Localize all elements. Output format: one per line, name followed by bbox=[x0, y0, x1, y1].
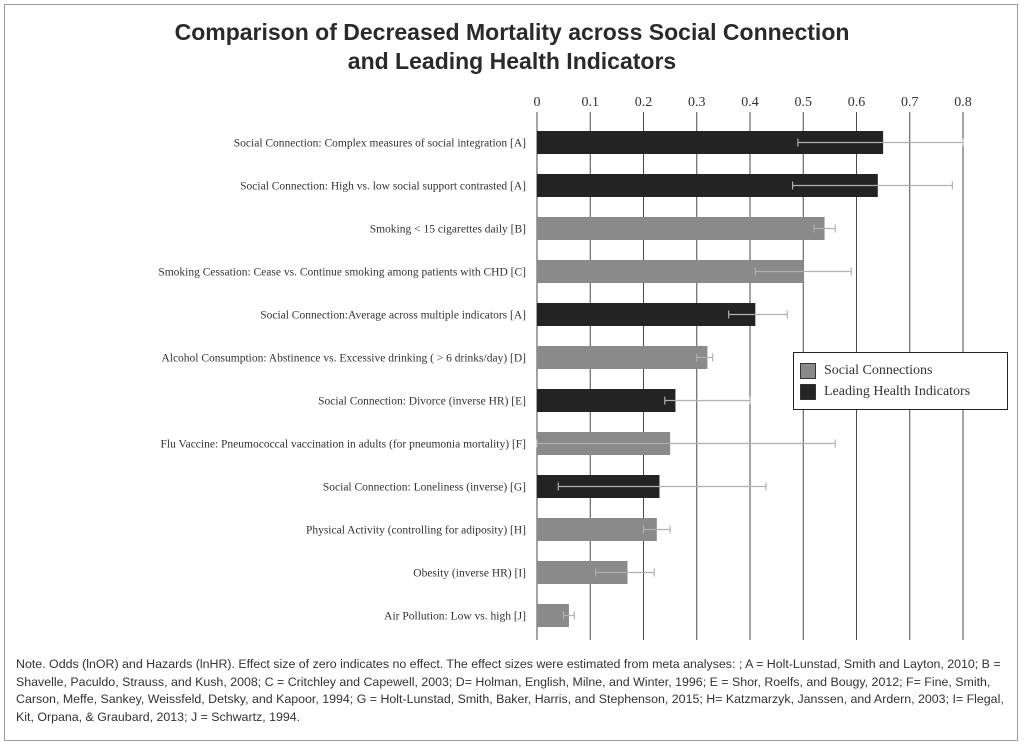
category-label-11: Air Pollution: Low vs. high [J] bbox=[384, 611, 526, 623]
category-label-8: Social Connection: Loneliness (inverse) … bbox=[323, 482, 526, 494]
legend-swatch-leading-health-indicators bbox=[800, 384, 816, 400]
legend-item-leading-health-indicators: Leading Health Indicators bbox=[800, 384, 970, 400]
x-tick-label-1: 0.1 bbox=[582, 95, 600, 110]
category-label-9: Physical Activity (controlling for adipo… bbox=[306, 525, 526, 537]
bar-2 bbox=[537, 217, 825, 240]
bar-1 bbox=[537, 174, 878, 197]
x-tick-label-5: 0.5 bbox=[795, 95, 813, 110]
bar-4 bbox=[537, 303, 756, 326]
category-label-2: Smoking < 15 cigarettes daily [B] bbox=[370, 224, 526, 236]
legend-label-leading-health-indicators: Leading Health Indicators bbox=[824, 384, 971, 399]
x-tick-label-3: 0.3 bbox=[688, 95, 706, 110]
x-tick-labels: 0 0.1 0.2 0.3 0.4 0.5 0.6 0.7 0.8 bbox=[534, 95, 972, 110]
chart-title-line-1: Comparison of Decreased Mortality across… bbox=[174, 19, 850, 45]
legend: Social Connections Leading Health Indica… bbox=[793, 352, 1008, 410]
bar-9 bbox=[537, 518, 657, 541]
category-label-1: Social Connection: High vs. low social s… bbox=[240, 181, 526, 193]
chart-title: Comparison of Decreased Mortality across… bbox=[0, 18, 1024, 76]
legend-item-social-connections: Social Connections bbox=[800, 363, 933, 379]
bar-3 bbox=[537, 260, 804, 283]
category-labels: Social Connection: Complex measures of s… bbox=[158, 138, 526, 623]
category-label-3: Smoking Cessation: Cease vs. Continue sm… bbox=[158, 267, 526, 279]
x-tick-label-6: 0.6 bbox=[848, 95, 866, 110]
footnote: Note. Odds (lnOR) and Hazards (lnHR). Ef… bbox=[16, 657, 1004, 724]
chart-title-line-2: and Leading Health Indicators bbox=[347, 48, 677, 74]
x-tick-label-8: 0.8 bbox=[954, 95, 972, 110]
bar-6 bbox=[537, 389, 676, 412]
category-label-0: Social Connection: Complex measures of s… bbox=[234, 138, 526, 150]
bar-11 bbox=[537, 604, 569, 627]
legend-swatch-social-connections bbox=[800, 363, 816, 379]
legend-label-social-connections: Social Connections bbox=[824, 363, 933, 378]
category-label-10: Obesity (inverse HR) [I] bbox=[413, 568, 526, 580]
bar-chart: 0 0.1 0.2 0.3 0.4 0.5 0.6 0.7 0.8 Social Connect… bbox=[158, 95, 972, 640]
category-label-5: Alcohol Consumption: Abstinence vs. Exce… bbox=[161, 353, 526, 365]
bar-5 bbox=[537, 346, 708, 369]
x-tick-label-4: 0.4 bbox=[741, 95, 759, 110]
x-tick-label-7: 0.7 bbox=[901, 95, 919, 110]
bar-10 bbox=[537, 561, 628, 584]
bar-0 bbox=[537, 131, 884, 154]
bars bbox=[536, 131, 964, 627]
category-label-7: Flu Vaccine: Pneumococcal vaccination in… bbox=[161, 439, 526, 451]
figure-frame bbox=[4, 4, 1018, 741]
category-label-4: Social Connection:Average across multipl… bbox=[260, 310, 526, 322]
category-label-6: Social Connection: Divorce (inverse HR) … bbox=[318, 396, 526, 408]
x-tick-label-2: 0.2 bbox=[635, 95, 653, 110]
x-tick-label-0: 0 bbox=[534, 95, 541, 110]
